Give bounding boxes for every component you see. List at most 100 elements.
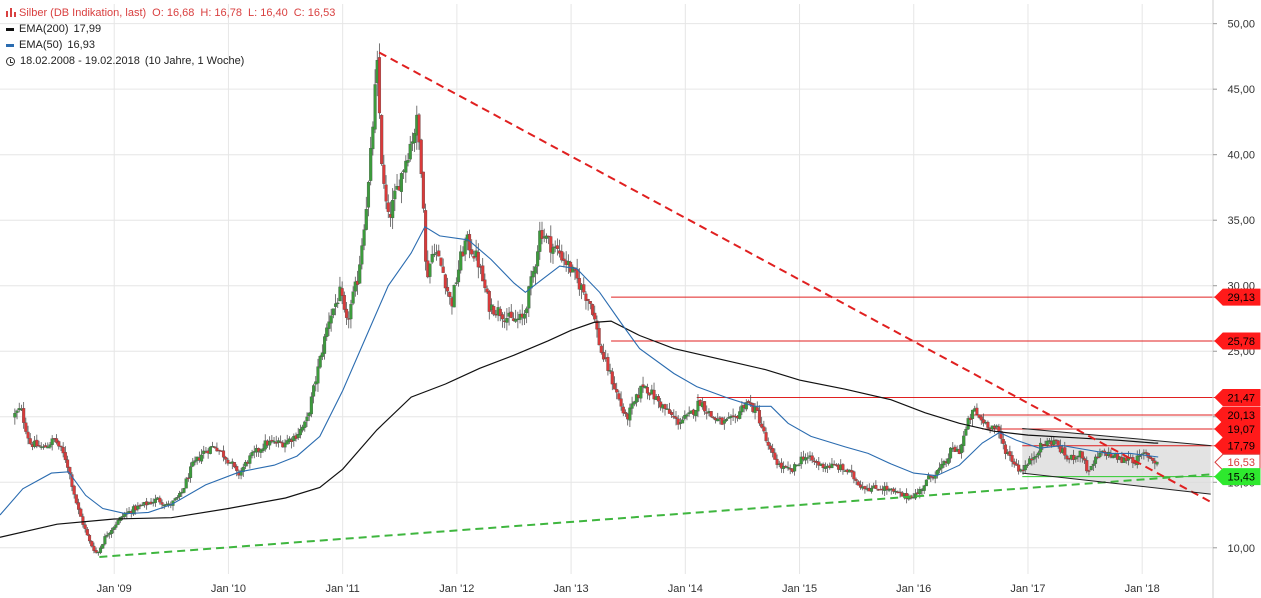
candle-body — [44, 445, 48, 448]
candle-body — [61, 446, 65, 454]
candlestick-icon — [6, 8, 16, 18]
candle-body — [463, 240, 467, 255]
candle-body — [722, 420, 726, 424]
candle-body — [729, 416, 733, 418]
candle-body — [685, 414, 689, 417]
candle-body — [588, 301, 592, 304]
candle-body — [894, 490, 898, 493]
candle-body — [696, 400, 700, 412]
candle-body — [544, 235, 548, 239]
legend-ema200-row: EMA(200) 17,99 — [6, 21, 335, 37]
ohlc-open: O: 16,68 — [152, 7, 195, 19]
candle-body — [59, 445, 63, 448]
candle-body — [975, 407, 979, 415]
candle-body — [79, 508, 83, 517]
candle-body — [318, 356, 322, 368]
candle-body — [1089, 466, 1093, 470]
candle-body — [799, 456, 803, 465]
candle-body — [1052, 440, 1056, 445]
candle-body — [472, 256, 476, 259]
candle-body — [413, 133, 417, 144]
candle-body — [116, 519, 120, 525]
candle-body — [28, 438, 32, 444]
candle-body — [786, 467, 790, 469]
candle-body — [13, 413, 17, 418]
candle-body — [399, 173, 403, 192]
candle-body — [676, 418, 680, 425]
candle-body — [316, 366, 320, 384]
y-tick-label: 50,00 — [1227, 19, 1255, 31]
candle-body — [670, 412, 674, 415]
candle-body — [1085, 460, 1089, 472]
candle-body — [830, 463, 834, 469]
candle-body — [821, 464, 825, 469]
price-marker — [1214, 388, 1261, 406]
candle-body — [285, 440, 289, 445]
price-marker — [1214, 332, 1261, 350]
x-tick-label: Jan '17 — [1010, 583, 1045, 595]
candle-body — [430, 254, 434, 263]
candle-body — [533, 266, 537, 274]
candle-body — [595, 320, 599, 330]
candle-body — [312, 385, 316, 397]
x-tick-label: Jan '15 — [782, 583, 817, 595]
candle-body — [716, 418, 720, 422]
candle-body — [200, 454, 204, 462]
candle-body — [806, 457, 810, 459]
candles-group — [13, 43, 1159, 556]
candle-body — [779, 462, 783, 469]
candle-body — [224, 457, 228, 460]
candle-body — [362, 229, 366, 246]
candle-body — [175, 497, 179, 499]
candle-body — [667, 409, 671, 414]
candle-body — [487, 291, 491, 312]
candle-body — [977, 414, 981, 418]
candle-body — [612, 383, 617, 390]
channel-lower-line — [1022, 472, 1211, 495]
candle-body — [353, 281, 357, 292]
candle-body — [577, 278, 581, 290]
candle-body — [500, 314, 505, 320]
candle-body — [711, 416, 715, 419]
candle-body — [775, 458, 779, 465]
candle-body — [76, 502, 81, 510]
candle-body — [184, 478, 188, 489]
candle-body — [922, 485, 926, 491]
candle-body — [949, 447, 953, 459]
candle-body — [1023, 465, 1027, 471]
candle-body — [193, 460, 197, 463]
candle-body — [804, 457, 808, 461]
candle-body — [874, 485, 878, 489]
candle-body — [323, 336, 327, 354]
candle-body — [966, 418, 970, 430]
candle-body — [103, 536, 107, 545]
candle-body — [279, 441, 283, 443]
candle-body — [114, 524, 118, 528]
candle-body — [979, 416, 983, 421]
candle-body — [454, 282, 458, 284]
candle-body — [377, 57, 382, 114]
candle-body — [970, 409, 975, 420]
candle-body — [782, 465, 786, 469]
candle-body — [424, 210, 428, 262]
candle-body — [15, 410, 19, 413]
candle-body — [619, 398, 623, 407]
candle-body — [167, 503, 171, 505]
candle-body — [927, 475, 931, 480]
candle-body — [283, 442, 287, 448]
candle-body — [498, 308, 502, 317]
candle-body — [746, 400, 751, 403]
candle-body — [540, 230, 544, 239]
candle-body — [241, 466, 245, 472]
candle-body — [327, 321, 331, 329]
candle-body — [272, 440, 276, 443]
candle-body — [1010, 455, 1014, 462]
candle-body — [173, 498, 177, 501]
candle-body — [1151, 457, 1155, 461]
candle-body — [120, 516, 125, 518]
candle-body — [597, 328, 601, 346]
candle-body — [305, 416, 309, 422]
candle-body — [63, 452, 67, 461]
